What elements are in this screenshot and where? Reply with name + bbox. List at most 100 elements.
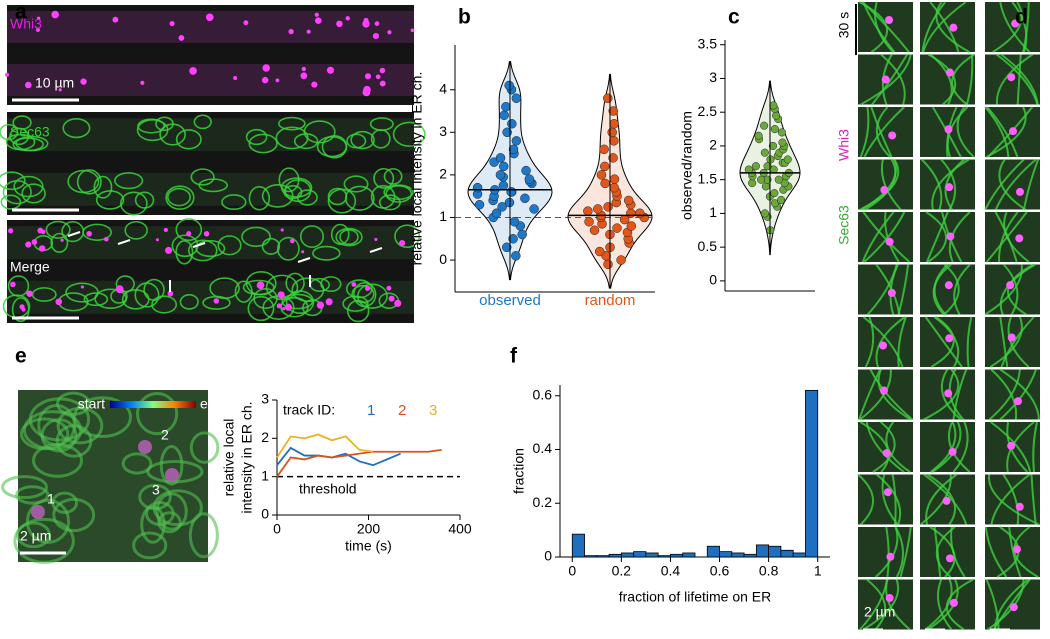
point (497, 202, 507, 212)
er (21, 183, 46, 204)
er (132, 531, 168, 560)
er (394, 224, 421, 249)
er (248, 186, 271, 211)
y-tick-label: 0.6 (533, 386, 553, 402)
er (303, 120, 336, 144)
granule (1011, 19, 1020, 28)
er (860, 54, 912, 106)
granule (364, 73, 372, 80)
point (609, 174, 620, 184)
bar (755, 544, 770, 558)
x-tick-label: 0.4 (661, 563, 681, 579)
granule (949, 23, 958, 32)
er (342, 295, 369, 312)
granule (948, 447, 957, 456)
point (521, 165, 531, 176)
granule (1016, 187, 1024, 196)
er (62, 117, 91, 139)
er (353, 281, 377, 308)
er (143, 278, 165, 301)
point (498, 161, 509, 172)
er (1002, 473, 1020, 525)
x-tick-label: 0 (273, 521, 281, 537)
er (999, 316, 1009, 368)
granule (281, 306, 286, 311)
granule (881, 75, 890, 84)
point (491, 208, 502, 218)
er (65, 282, 99, 303)
er (952, 369, 968, 420)
point (596, 170, 607, 180)
granule (103, 236, 109, 242)
granule (280, 228, 284, 232)
bar (584, 555, 598, 558)
er (83, 292, 109, 307)
granule (311, 81, 318, 88)
er (875, 316, 906, 368)
er (241, 226, 271, 247)
er (933, 263, 949, 316)
point (511, 136, 522, 146)
point (593, 204, 603, 214)
point (770, 199, 779, 208)
er (134, 191, 155, 209)
er (998, 211, 1019, 263)
point (504, 197, 515, 208)
channel-label: Sec63 (10, 124, 50, 140)
er (872, 421, 896, 473)
channel-label: Whi3 (10, 16, 42, 32)
er (0, 171, 26, 191)
granule (945, 68, 954, 77)
er (28, 397, 91, 442)
er (245, 128, 268, 146)
er (866, 264, 898, 316)
er (121, 452, 153, 475)
point (609, 119, 619, 129)
point (760, 209, 769, 218)
er (985, 211, 1028, 263)
point (600, 161, 610, 172)
er (95, 190, 125, 210)
er (13, 517, 75, 564)
point (507, 119, 517, 129)
frame (858, 317, 913, 367)
er (884, 211, 900, 263)
er (392, 121, 426, 147)
point (506, 187, 516, 197)
point (612, 223, 622, 233)
granule (4, 72, 10, 77)
y-tick-label: 3 (261, 391, 269, 407)
er (994, 158, 1037, 210)
y-tick-label: 0.5 (698, 238, 718, 254)
granule (946, 232, 955, 241)
granule (261, 76, 269, 84)
point (754, 131, 763, 140)
er (248, 133, 278, 154)
granule (325, 298, 333, 306)
er (188, 512, 219, 559)
point (603, 93, 613, 103)
granule (1009, 127, 1018, 136)
er (933, 316, 960, 368)
point (748, 178, 757, 188)
granule (1015, 502, 1024, 511)
granule (882, 449, 891, 458)
er (356, 283, 388, 309)
granule (80, 78, 87, 85)
bar (731, 552, 745, 558)
point (583, 206, 593, 216)
point (626, 208, 636, 218)
panel-label: b (458, 6, 471, 29)
track-label: 1 (47, 491, 55, 507)
er (931, 421, 962, 473)
point (616, 255, 626, 265)
y-tick-label: 1 (261, 467, 269, 483)
channel-label: Sec63 (836, 205, 852, 245)
category-label: observed (479, 292, 541, 309)
granule (1006, 281, 1015, 290)
er (339, 228, 359, 246)
granule (163, 227, 168, 233)
er (857, 473, 875, 526)
granule (10, 281, 16, 288)
granule (86, 230, 92, 237)
